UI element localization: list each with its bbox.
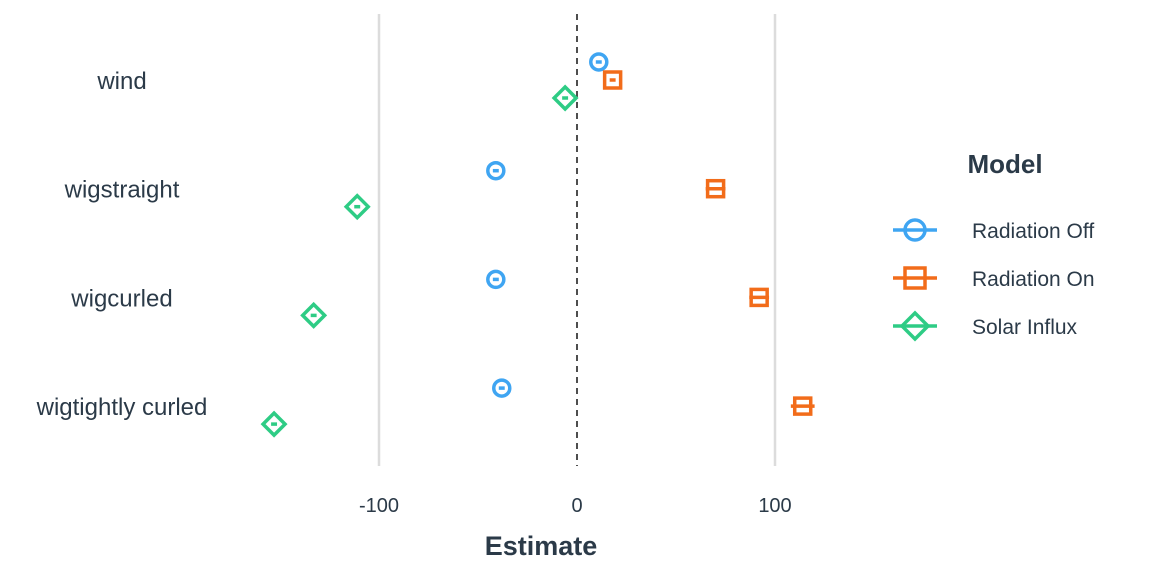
estimate-point	[486, 269, 506, 290]
legend-item: Solar Influx	[893, 310, 1078, 342]
legend-item: Radiation Off	[893, 218, 1094, 243]
legend-title: Model	[967, 149, 1042, 179]
estimate-point	[343, 193, 371, 221]
legend-item: Radiation On	[893, 266, 1095, 291]
legend: Model Radiation Off Radiation On Solar Inf…	[893, 149, 1095, 342]
estimate-point	[486, 160, 506, 181]
term-labels: wind wigstraight wigcurled wigtightly curle…	[36, 68, 208, 421]
estimate-point	[705, 178, 726, 199]
estimate-markers	[260, 52, 815, 438]
term-label: wind	[96, 68, 146, 95]
estimate-point	[749, 287, 769, 308]
legend-marker	[903, 218, 927, 242]
legend-marker	[899, 310, 931, 342]
term-label: wigtightly curled	[36, 394, 208, 421]
legend-label: Solar Influx	[972, 316, 1078, 339]
x-tick-label: -100	[359, 495, 399, 517]
estimate-point	[492, 378, 512, 398]
grid-lines	[377, 14, 777, 466]
x-tick-label: 100	[758, 495, 791, 517]
x-tick-label: 0	[571, 495, 582, 517]
estimate-point	[602, 70, 623, 90]
estimate-point	[792, 396, 813, 416]
term-label: wigcurled	[70, 285, 172, 312]
x-axis-title: Estimate	[485, 531, 598, 561]
term-label: wigstraight	[64, 177, 180, 204]
legend-label: Radiation Off	[972, 220, 1094, 243]
estimate-point	[589, 52, 609, 72]
estimate-point	[260, 410, 288, 438]
estimate-point	[300, 301, 328, 329]
legend-label: Radiation On	[972, 268, 1095, 291]
estimate-point	[551, 84, 579, 112]
legend-marker	[903, 266, 927, 290]
x-tick-labels: -100 0 100	[359, 495, 792, 517]
